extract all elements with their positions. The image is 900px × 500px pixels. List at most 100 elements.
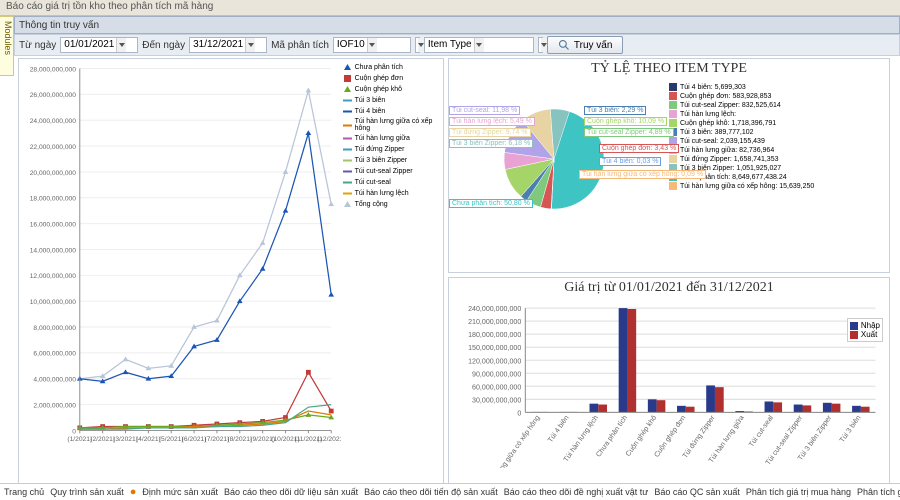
to-label: Đến ngày	[142, 40, 185, 51]
legend-item: Cuộn ghép khô	[343, 85, 441, 94]
legend-item: Túi hàn lưng lệch	[343, 189, 441, 198]
filter-bar: Từ ngày 01/01/2021 Đến ngày 31/12/2021 M…	[14, 34, 900, 56]
svg-text:(1/2021): (1/2021)	[67, 436, 92, 443]
pie-callout: Túi đứng Zipper: 9,74 %	[449, 128, 531, 137]
legend-item: Túi đứng Zipper: 1,658,741,353	[669, 155, 887, 163]
pie-callout: Túi hàn lưng giữa có xếp hông: 0,09 %	[579, 170, 706, 179]
pie-callout: Cuộn ghép khô: 10,09 %	[584, 117, 667, 126]
footer-tabs: Trang chủ Quy trình sản xuất ● Định mức sản…	[0, 483, 900, 500]
query-info-label: Thông tin truy vấn	[19, 20, 99, 31]
footer-tab[interactable]: Phân tích giá trị tồn kho theo loại hàng…	[857, 487, 900, 497]
query-info-bar: Thông tin truy vấn	[14, 16, 900, 34]
svg-text:(5/2021): (5/2021)	[159, 436, 184, 443]
chevron-down-icon[interactable]	[474, 38, 484, 52]
line-legend: Chưa phân tíchCuộn ghép đơnCuộn ghép khô…	[341, 59, 443, 459]
legend-item: Túi 3 biên Zipper	[343, 156, 441, 165]
legend-item: Cuộn ghép khô: 1,718,396,791	[669, 119, 887, 127]
footer-tab[interactable]: Định mức sản xuất	[142, 487, 218, 497]
dot-icon: ●	[130, 486, 137, 498]
legend-item: Cuộn ghép đơn: 583,928,853	[669, 92, 887, 100]
modules-tab[interactable]: Modules	[0, 16, 14, 76]
svg-text:18,000,000,000: 18,000,000,000	[30, 196, 77, 203]
pie-chart: Túi cut-seal: 11,98 %Túi hàn lưng lệch: …	[449, 79, 669, 254]
footer-tab[interactable]: Báo cáo theo dõi tiến độ sản xuất	[364, 487, 498, 497]
legend-item: Túi cut-seal Zipper	[343, 167, 441, 176]
legend-item: Túi hàn lưng giữa có xếp hông	[343, 118, 441, 132]
pie-callout: Cuộn ghép đơn: 3,43 %	[599, 144, 679, 153]
footer-tab[interactable]: Quy trình sản xuất	[50, 487, 124, 497]
svg-text:20,000,000,000: 20,000,000,000	[30, 170, 77, 177]
svg-text:2,000,000,000: 2,000,000,000	[33, 402, 76, 409]
pie-callout: Túi 4 biên: 0,03 %	[599, 157, 661, 166]
footer-tab[interactable]: Trang chủ	[4, 487, 44, 497]
footer-tab[interactable]: Phân tích giá trị mua hàng	[746, 487, 851, 497]
legend-item: Túi đứng Zipper	[343, 145, 441, 154]
chevron-down-icon[interactable]	[245, 38, 255, 52]
item-type-field[interactable]: Item Type	[424, 37, 534, 53]
svg-text:8,000,000,000: 8,000,000,000	[33, 325, 76, 332]
to-date-field[interactable]: 31/12/2021	[189, 37, 267, 53]
svg-text:(4/2021): (4/2021)	[136, 436, 161, 443]
window-title: Báo cáo giá trị tồn kho theo phân tích m…	[0, 0, 900, 16]
svg-text:150,000,000,000: 150,000,000,000	[468, 344, 521, 352]
svg-text:30,000,000,000: 30,000,000,000	[472, 396, 521, 404]
search-icon	[558, 39, 570, 51]
bar-title: Giá trị từ 01/01/2021 đến 31/12/2021	[449, 278, 889, 298]
legend-item: Túi hàn lưng giữa: 82,736,964	[669, 146, 887, 154]
svg-text:(7/2021): (7/2021)	[205, 436, 230, 443]
pie-callout: Chưa phân tích: 50,80 %	[449, 199, 533, 208]
legend-item: Túi 4 biên	[343, 107, 441, 116]
svg-text:4,000,000,000: 4,000,000,000	[33, 377, 76, 384]
svg-text:(12/2021): (12/2021)	[317, 436, 341, 443]
legend-item: Túi cut-seal Zipper: 832,525,614	[669, 101, 887, 109]
line-chart: 0 2,000,000,000 4,000,000,000 6,000,000,000…	[19, 59, 341, 459]
list-dd2[interactable]	[538, 37, 543, 53]
svg-text:210,000,000,000: 210,000,000,000	[468, 318, 521, 326]
chevron-down-icon[interactable]	[367, 38, 377, 52]
footer-tab[interactable]: Báo cáo theo dõi dữ liệu sản xuất	[224, 487, 358, 497]
footer-tab[interactable]: Báo cáo QC sản xuất	[654, 487, 740, 497]
svg-text:12,000,000,000: 12,000,000,000	[30, 273, 77, 280]
list-dd[interactable]	[415, 37, 420, 53]
from-date-field[interactable]: 01/01/2021	[60, 37, 138, 53]
svg-text:Túi hàn lưng giữa có xếp hông: Túi hàn lưng giữa có xếp hông	[479, 413, 542, 468]
svg-text:22,000,000,000: 22,000,000,000	[30, 144, 77, 151]
legend-item: Xuất	[850, 330, 880, 339]
pie-callout: Túi 3 biên Zipper: 6,18 %	[449, 139, 533, 148]
svg-text:26,000,000,000: 26,000,000,000	[30, 92, 77, 99]
legend-item: Túi 3 biên	[343, 96, 441, 105]
svg-text:6,000,000,000: 6,000,000,000	[33, 351, 76, 358]
svg-text:Túi 3 biên: Túi 3 biên	[838, 414, 862, 444]
svg-text:Cuộn ghép khô: Cuộn ghép khô	[624, 414, 658, 458]
svg-text:(3/2021): (3/2021)	[113, 436, 138, 443]
svg-text:60,000,000,000: 60,000,000,000	[472, 383, 521, 391]
pie-callout: Túi cut-seal Zipper: 4,89 %	[584, 128, 674, 137]
svg-text:0: 0	[517, 409, 521, 417]
svg-text:0: 0	[72, 428, 76, 435]
svg-text:24,000,000,000: 24,000,000,000	[30, 118, 77, 125]
legend-item: Túi hàn lưng giữa	[343, 134, 441, 143]
footer-tab[interactable]: Báo cáo theo dõi đề nghị xuất vật tư	[504, 487, 649, 497]
bar-panel: Giá trị từ 01/01/2021 đến 31/12/2021 0 30…	[448, 277, 890, 485]
legend-item: Túi cut-seal: 2,039,155,439	[669, 137, 887, 145]
query-button[interactable]: Truy vấn	[547, 36, 624, 54]
svg-text:180,000,000,000: 180,000,000,000	[468, 331, 521, 339]
legend-item: Túi 4 biên: 5,699,303	[669, 83, 887, 91]
svg-text:(2/2021): (2/2021)	[90, 436, 115, 443]
analysis-code-field[interactable]: IOF10	[333, 37, 411, 53]
svg-text:Túi cut-seal: Túi cut-seal	[747, 414, 775, 449]
bar-legend: NhậpXuất	[847, 318, 883, 342]
chevron-down-icon[interactable]	[116, 38, 126, 52]
legend-item: Cuộn ghép đơn	[343, 74, 441, 83]
pie-title: TỶ LỆ THEO ITEM TYPE	[449, 59, 889, 79]
svg-text:Chưa phân tích: Chưa phân tích	[595, 414, 630, 459]
svg-text:120,000,000,000: 120,000,000,000	[468, 357, 521, 365]
svg-text:(8/2021): (8/2021)	[227, 436, 252, 443]
legend-item: Nhập	[850, 321, 880, 330]
svg-text:(6/2021): (6/2021)	[182, 436, 207, 443]
svg-text:28,000,000,000: 28,000,000,000	[30, 66, 77, 73]
svg-text:16,000,000,000: 16,000,000,000	[30, 221, 77, 228]
legend-item: Túi 3 biên: 389,777,102	[669, 128, 887, 136]
legend-item: Túi cut-seal	[343, 178, 441, 187]
svg-text:10,000,000,000: 10,000,000,000	[30, 299, 77, 306]
